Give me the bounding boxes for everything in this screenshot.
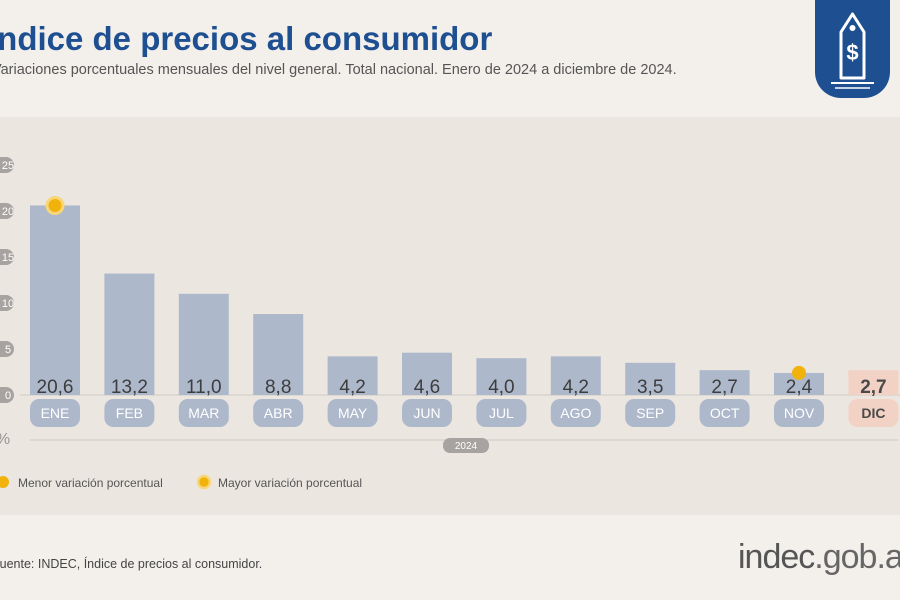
source-note: Fuente: INDEC, Índice de precios al cons… (0, 557, 263, 571)
bar-oct (699, 370, 750, 395)
bar-may (327, 356, 378, 395)
y-tick-label: 25 (2, 160, 14, 172)
category-pill-sep (625, 399, 676, 427)
bar-nov (774, 372, 824, 395)
category-pill-nov (774, 399, 824, 427)
price-tag-dollar-icon: $ (831, 12, 874, 89)
value-label-jul: 4,0 (488, 377, 514, 398)
value-label-may: 4,2 (339, 377, 365, 398)
y-tick-pill (0, 387, 14, 403)
indec-logo: indec.gob.ar (738, 538, 900, 577)
value-label-nov: 2,4 (786, 377, 813, 398)
category-pill-oct (699, 399, 750, 427)
y-tick-label: 10 (2, 298, 14, 310)
category-label-jul: JUL (489, 405, 514, 421)
category-label-dic: DIC (861, 405, 885, 421)
value-label-abr: 8,8 (265, 377, 291, 398)
y-tick-pill (0, 295, 14, 311)
value-label-jun: 4,6 (414, 377, 440, 398)
bar-ene (30, 205, 80, 395)
legend-min-label: Menor variación porcentual (18, 476, 163, 490)
bar-jun (402, 352, 452, 395)
value-label-ene: 20,6 (37, 377, 74, 398)
category-label-may: MAY (338, 405, 368, 421)
legend-max-label: Mayor variación porcentual (218, 476, 362, 490)
logo-main: indec (738, 538, 815, 576)
chart-title: Índice de precios al consumidor (0, 20, 493, 57)
category-pill-ene (30, 399, 80, 427)
category-label-mar: MAR (188, 405, 219, 421)
y-tick-label: 15 (2, 252, 14, 264)
bar-dic (848, 370, 899, 395)
y-tick-pill (0, 157, 14, 173)
y-tick-pill (0, 341, 14, 357)
value-label-ago: 4,2 (563, 377, 589, 398)
value-label-dic: 2,7 (860, 377, 886, 398)
y-tick-pill (0, 249, 14, 265)
year-pill (443, 438, 489, 453)
bar-chart: 0 5 10 15 20 25% 20,6 ENE 13,2 FEB 11,0 MAR 8,8 ABR 4,… (0, 157, 900, 490)
y-tick-pill (0, 203, 14, 219)
category-label-ene: ENE (41, 405, 70, 421)
category-pill-feb (104, 399, 155, 427)
y-tick-label: 0 (5, 390, 11, 402)
legend-max-swatch (196, 474, 212, 490)
category-pill-dic (848, 399, 899, 427)
category-label-sep: SEP (636, 405, 664, 421)
category-pill-jun (402, 399, 452, 427)
y-tick-label: 5 (5, 344, 11, 356)
year-label: 2024 (455, 441, 478, 452)
category-label-abr: ABR (264, 405, 293, 421)
y-tick-label: 20 (2, 206, 14, 218)
chart-subtitle: Variaciones porcentuales mensuales del n… (0, 62, 677, 78)
category-pill-ago (550, 399, 601, 427)
category-label-nov: NOV (784, 405, 815, 421)
bar-ago (550, 356, 601, 395)
category-label-feb: FEB (116, 405, 143, 421)
category-label-oct: OCT (710, 405, 740, 421)
marker-min-nov (792, 365, 806, 380)
logo-tld: .gob.ar (814, 538, 900, 576)
bar-feb (104, 273, 155, 395)
value-label-sep: 3,5 (637, 377, 663, 398)
y-axis-unit-label: % (0, 431, 10, 448)
bar-mar (178, 293, 229, 395)
category-pill-jul (476, 399, 527, 427)
value-label-feb: 13,2 (111, 377, 148, 398)
category-label-jun: JUN (413, 405, 440, 421)
category-pill-may (327, 399, 378, 427)
legend-min-swatch (0, 476, 9, 488)
category-pill-abr (253, 399, 304, 427)
bar-abr (253, 314, 304, 395)
price-tag-badge: $ (815, 0, 890, 98)
category-label-ago: AGO (560, 405, 591, 421)
value-label-oct: 2,7 (711, 377, 737, 398)
value-label-mar: 11,0 (186, 377, 222, 398)
bar-jul (476, 358, 527, 395)
marker-max-ene (45, 195, 65, 215)
bar-sep (625, 362, 676, 395)
category-pill-mar (178, 399, 229, 427)
dollar-symbol: $ (846, 40, 858, 65)
